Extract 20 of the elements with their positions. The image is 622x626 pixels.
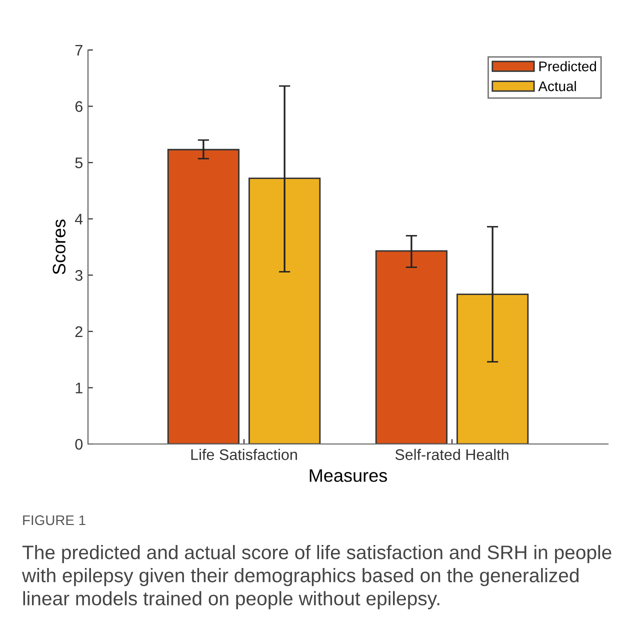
y-tick-label: 2 bbox=[75, 326, 82, 337]
y-tick-label: 7 bbox=[75, 45, 82, 56]
y-tick-label: 0 bbox=[75, 438, 83, 450]
x-tick-label: Life Satisfaction bbox=[191, 448, 297, 460]
legend-label: Actual bbox=[538, 81, 576, 92]
bar bbox=[248, 178, 321, 444]
x-axis-title: Measures bbox=[310, 469, 387, 482]
text: The predicted and actual score of life satisfaction and SRH in people with epilepsy given their demographics based on the generalized linear models trained on people without epilepsy. bbox=[22, 545, 612, 610]
bar bbox=[167, 148, 240, 444]
caption: FIGURE 1 bbox=[23, 515, 86, 526]
y-axis-title: Scores bbox=[52, 220, 66, 274]
y-tick-label: 1 bbox=[76, 382, 82, 394]
y-tick-label: 6 bbox=[75, 101, 82, 112]
legend-label: Predicted bbox=[539, 61, 596, 72]
y-tick-label: 5 bbox=[75, 158, 82, 168]
bar bbox=[375, 250, 448, 444]
y-tick-label: 3 bbox=[75, 270, 82, 281]
x-tick-label: Self-rated Health bbox=[395, 448, 508, 460]
bar bbox=[456, 294, 529, 444]
y-tick-label: 4 bbox=[74, 214, 83, 224]
